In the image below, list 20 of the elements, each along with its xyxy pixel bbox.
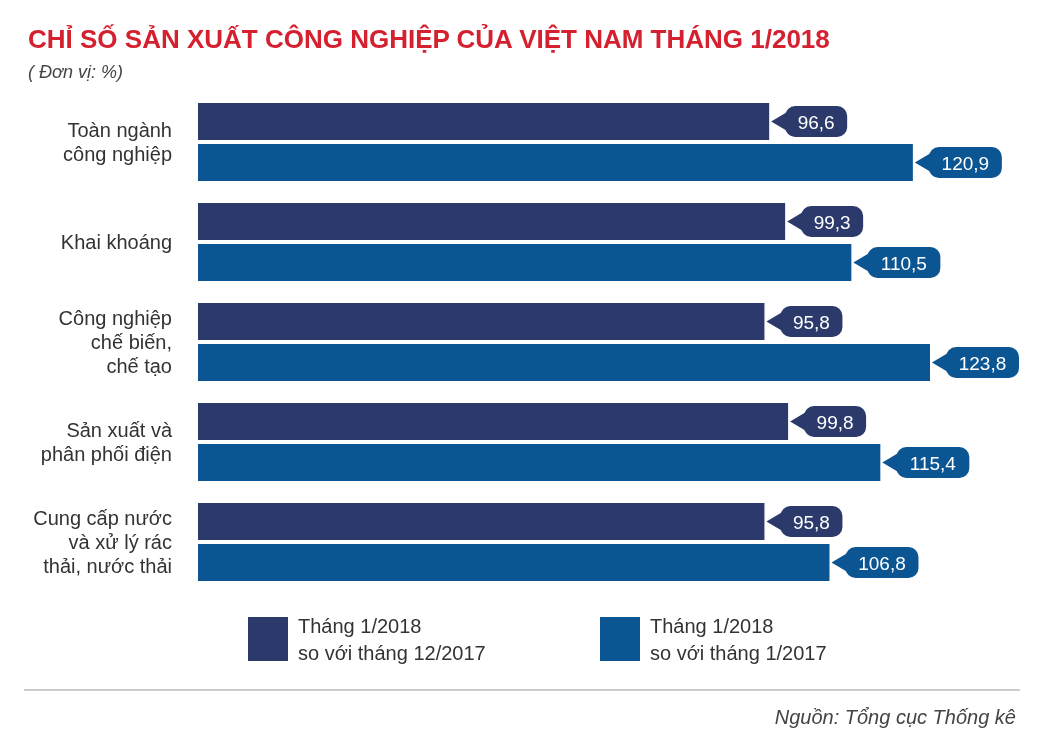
data-label: 95,8: [792, 311, 830, 333]
data-label: 96,6: [797, 111, 835, 133]
chart-subtitle: ( Đơn vị: %): [28, 62, 123, 82]
data-label: 110,5: [880, 252, 927, 274]
y-tick-label: Cung cấp nước và xử lý rác thải, nước thải: [33, 507, 172, 577]
y-tick-label: Toàn ngành công nghiệp: [63, 119, 172, 165]
y-tick-label: Công nghiệp chế biến, chế tạo: [58, 307, 172, 377]
data-label: 106,8: [858, 552, 906, 574]
y-tick-label: Sản xuất và phân phối điện: [40, 419, 173, 465]
y-tick-label: Khai khoáng: [60, 231, 172, 253]
data-label: 99,8: [816, 411, 854, 433]
text: Nguồn: Tổng cục Thống kê: [774, 706, 1016, 728]
data-label: 95,8: [792, 511, 830, 533]
data-label: 123,8: [958, 352, 1007, 374]
legend-label: Tháng 1/2018 so với tháng 12/2017: [298, 615, 486, 664]
legend-label: Tháng 1/2018 so với tháng 1/2017: [650, 615, 827, 664]
data-label: 120,9: [941, 152, 990, 174]
data-label: 115,4: [909, 452, 957, 474]
data-label: 99,3: [813, 211, 851, 233]
chart-title: CHỈ SỐ SẢN XUẤT CÔNG NGHIỆP CỦA VIỆT NAM THÁNG 1/2018: [28, 23, 830, 54]
